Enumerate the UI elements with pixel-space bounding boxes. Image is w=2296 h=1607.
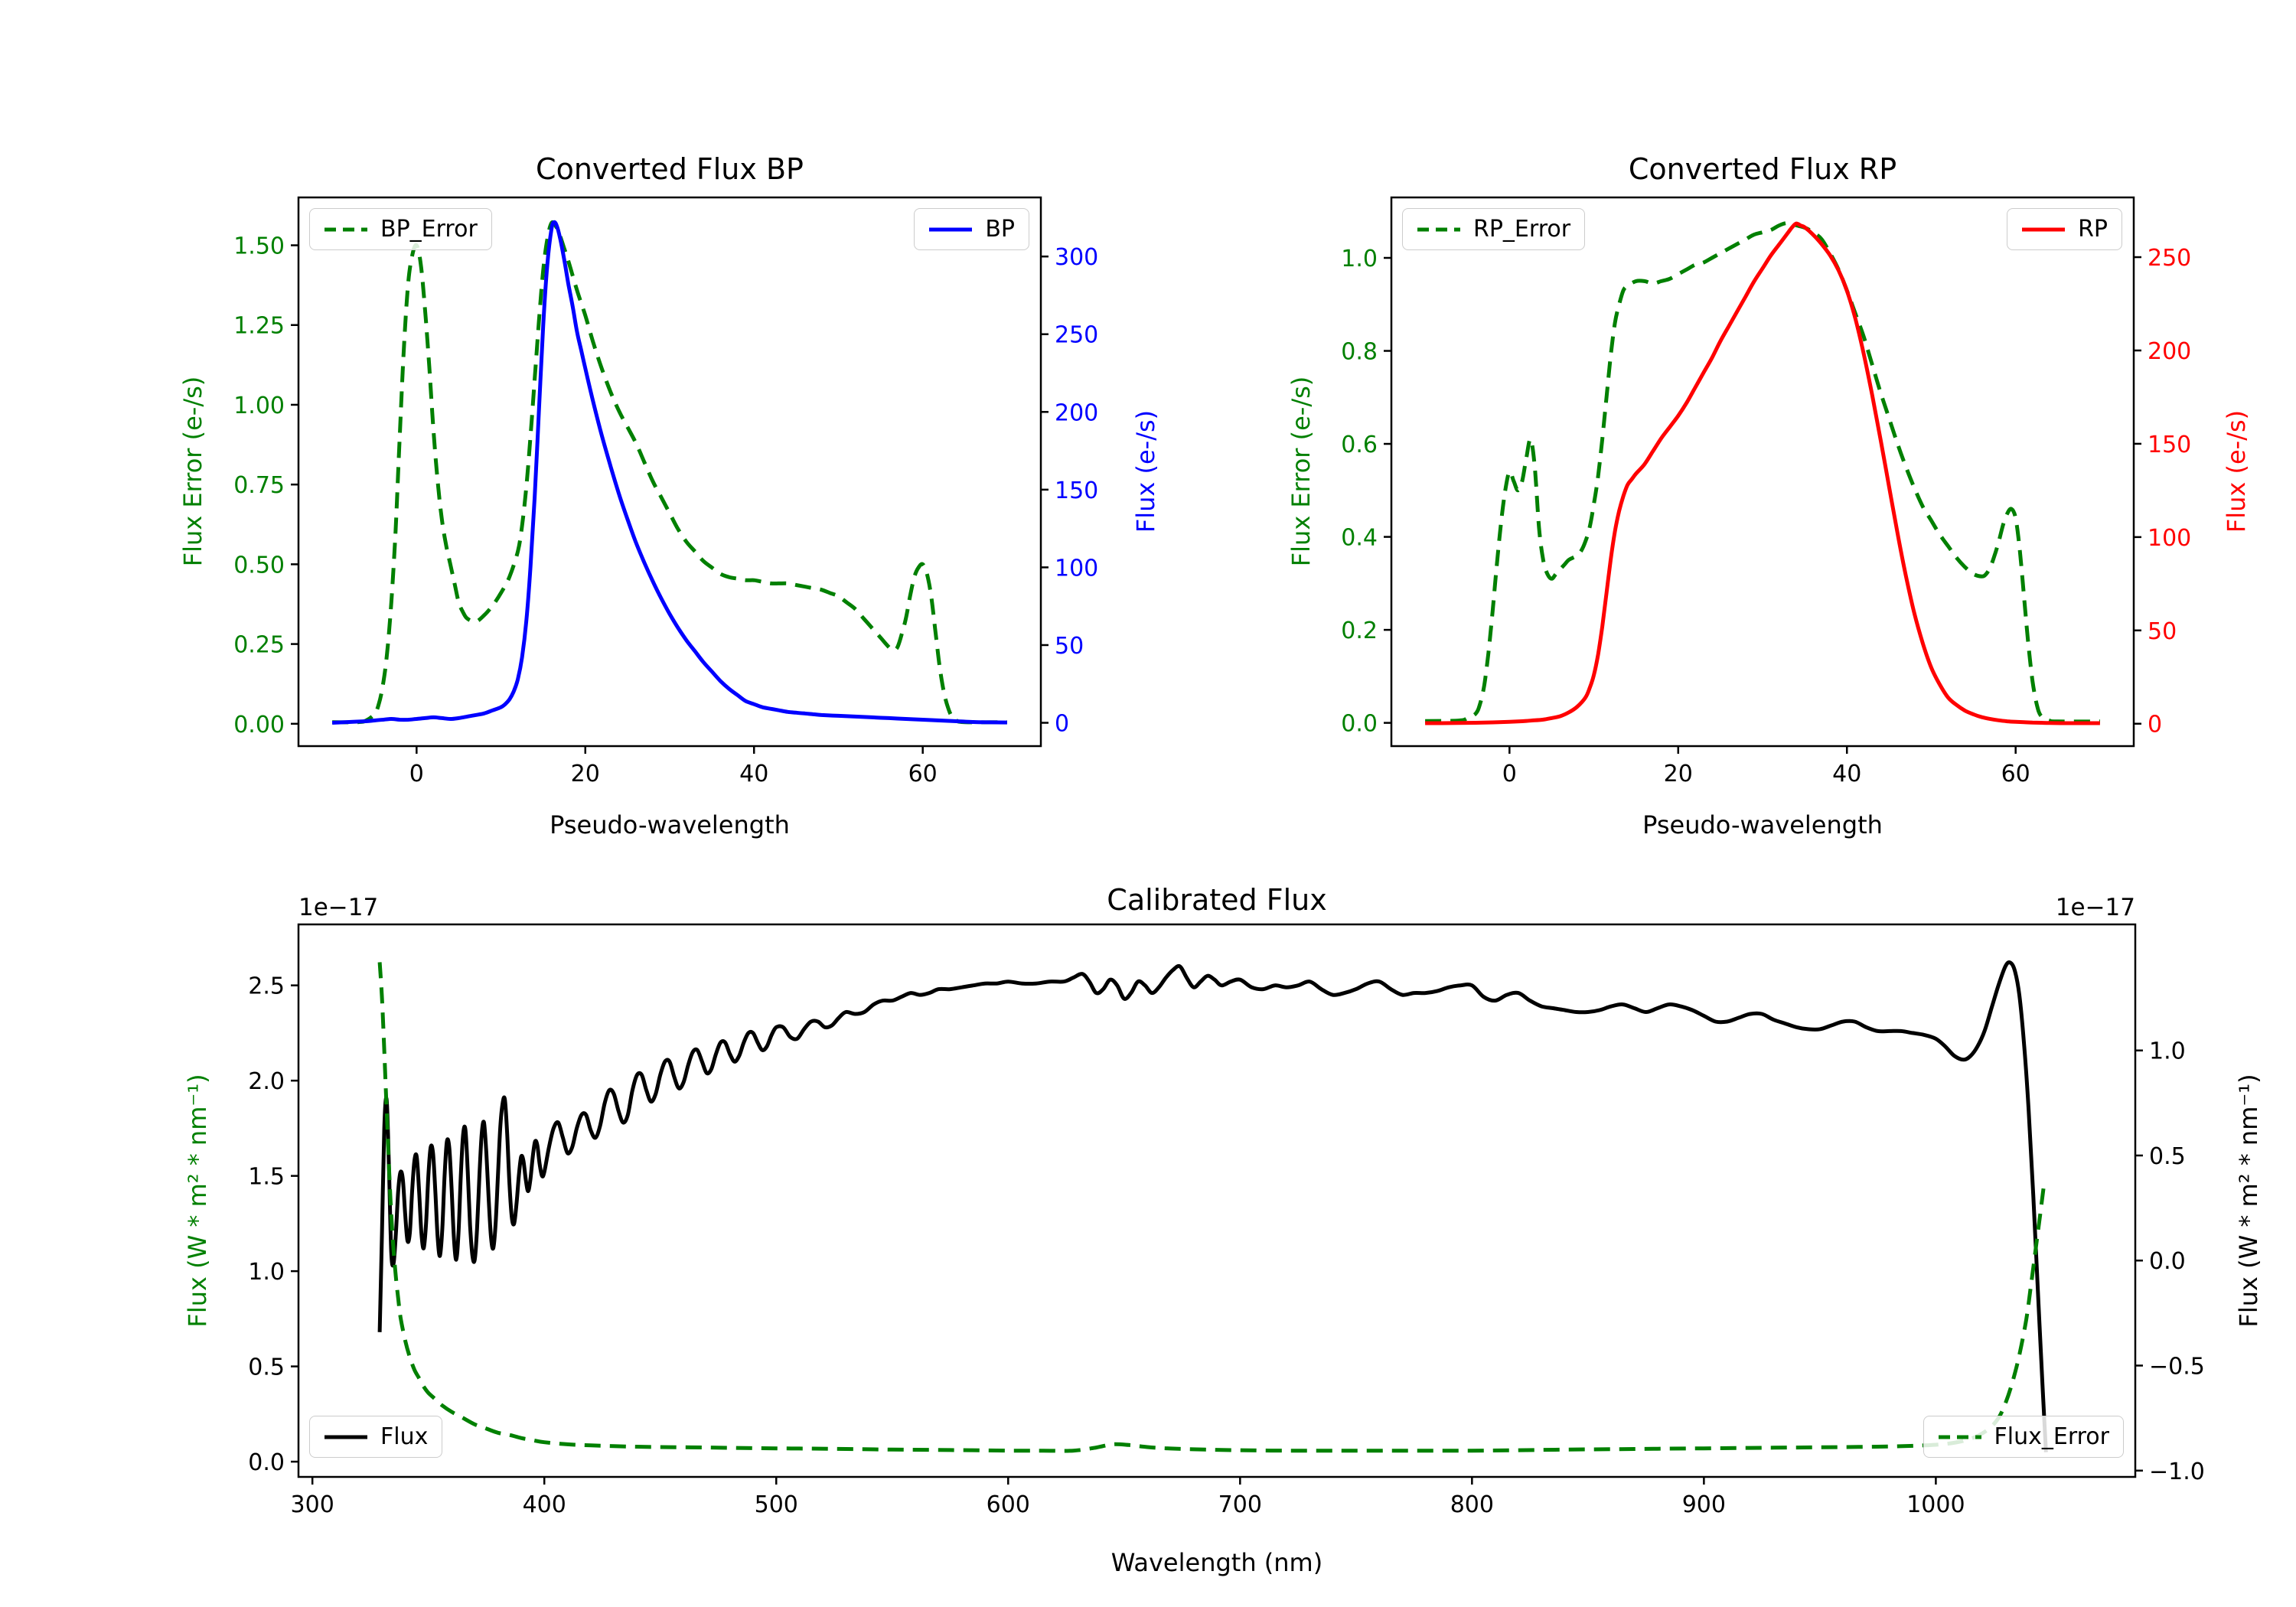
y-tick-label: 100 <box>2148 525 2191 552</box>
y-tick-label: 0.5 <box>2149 1143 2186 1170</box>
axes-frame-cal <box>297 923 2137 1478</box>
legend-label: RP <box>2078 216 2108 243</box>
legend-label: RP_Error <box>1473 216 1571 243</box>
y-tick-label: 0 <box>1055 711 1069 738</box>
x-axis-label-bp: Pseudo-wavelength <box>550 810 790 839</box>
y-tick-label: 1.0 <box>248 1259 285 1286</box>
y-tick-label: 150 <box>2148 432 2191 458</box>
legend-label: Flux <box>380 1423 429 1450</box>
y-axis-label-rp-right: Flux (e-/s) <box>2222 409 2251 533</box>
x-tick-label: 40 <box>739 761 768 787</box>
plot-title-bp: Converted Flux BP <box>536 152 804 186</box>
x-tick-label: 0 <box>1502 761 1517 787</box>
x-tick-label: 600 <box>987 1491 1030 1518</box>
x-tick-label: 400 <box>523 1491 566 1518</box>
y-tick-label: 50 <box>2148 618 2177 645</box>
axes-frame-bp <box>297 196 1042 748</box>
y-tick-label: 0.75 <box>233 472 285 499</box>
y-tick-label: 200 <box>1055 399 1098 426</box>
y-tick-label: 0.5 <box>248 1354 285 1381</box>
y-tick-label: 150 <box>1055 478 1098 504</box>
x-tick-label: 300 <box>291 1491 334 1518</box>
axes-frame-rp <box>1390 196 2135 748</box>
legend-flux: Flux <box>309 1416 443 1458</box>
legend-line-dashed-icon <box>1938 1435 1981 1439</box>
x-axis-label-rp: Pseudo-wavelength <box>1642 810 1883 839</box>
y-tick-label: 0.8 <box>1341 339 1378 366</box>
y-tick-label: 300 <box>1055 244 1098 271</box>
legend-label: BP_Error <box>380 216 478 243</box>
legend-bp-error: BP_Error <box>309 208 492 250</box>
x-tick-label: 700 <box>1218 1491 1262 1518</box>
x-tick-label: 800 <box>1450 1491 1494 1518</box>
y-tick-label: 0.0 <box>2149 1248 2186 1275</box>
y-tick-label: 50 <box>1055 633 1084 660</box>
y-tick-label: −0.5 <box>2149 1354 2205 1380</box>
y-tick-label: 1.5 <box>248 1164 285 1191</box>
x-tick-label: 20 <box>1664 761 1693 787</box>
y-tick-label: 0.00 <box>233 712 285 738</box>
x-tick-label: 40 <box>1832 761 1861 787</box>
series-line-BP <box>332 220 1007 725</box>
y-tick-label: 2.0 <box>248 1068 285 1095</box>
plot-area-bp <box>332 220 1007 725</box>
legend-rp: RP <box>2007 208 2122 250</box>
series-line-RP_Error <box>1425 220 2100 724</box>
y-tick-label: 0.50 <box>233 552 285 579</box>
legend-label: BP <box>985 216 1015 243</box>
plot-area-cal <box>377 960 2048 1453</box>
legend-bp: BP <box>914 208 1029 250</box>
legend-flux-error: Flux_Error <box>1923 1416 2124 1458</box>
y-tick-label: 0.25 <box>233 632 285 659</box>
y-tick-label: −1.0 <box>2149 1459 2205 1485</box>
y-tick-label: 1.25 <box>233 313 285 340</box>
y-tick-label: 0.0 <box>248 1449 285 1476</box>
x-tick-label: 60 <box>908 761 938 787</box>
y-tick-label: 250 <box>1055 322 1098 349</box>
y-tick-label: 1.0 <box>1341 246 1378 272</box>
y-tick-label: 0.0 <box>1341 711 1378 738</box>
plot-area-rp <box>1425 220 2100 725</box>
y-axis-label-bp-right: Flux (e-/s) <box>1131 409 1160 533</box>
y-tick-label: 1.50 <box>233 233 285 260</box>
series-line-RP <box>1425 221 2100 725</box>
x-tick-label: 1000 <box>1906 1491 1965 1518</box>
plot-title-cal: Calibrated Flux <box>1107 883 1327 917</box>
offset-text-right: 1e−17 <box>2055 894 2135 921</box>
legend-rp-error: RP_Error <box>1402 208 1586 250</box>
y-tick-label: 200 <box>2148 338 2191 365</box>
y-tick-label: 0.4 <box>1341 525 1378 552</box>
legend-line-solid-icon <box>325 1435 367 1439</box>
legend-line-dashed-icon <box>325 227 367 231</box>
y-tick-label: 0.6 <box>1341 432 1378 458</box>
legend-line-dashed-icon <box>1417 227 1460 231</box>
plot-title-rp: Converted Flux RP <box>1628 152 1897 186</box>
series-line-Flux <box>377 960 2048 1452</box>
x-tick-label: 0 <box>409 761 424 787</box>
y-axis-label-rp-left: Flux Error (e-/s) <box>1287 376 1316 567</box>
x-axis-label-cal: Wavelength (nm) <box>1110 1548 1323 1577</box>
legend-label: Flux_Error <box>1994 1423 2109 1450</box>
x-tick-label: 20 <box>571 761 600 787</box>
y-tick-label: 1.00 <box>233 393 285 419</box>
y-tick-label: 100 <box>1055 555 1098 582</box>
y-tick-label: 0.2 <box>1341 618 1378 644</box>
y-axis-label-cal-left: Flux (W * m² * nm⁻¹) <box>183 1074 212 1328</box>
y-axis-label-cal-right: Flux (W * m² * nm⁻¹) <box>2234 1074 2263 1328</box>
y-tick-label: 250 <box>2148 245 2191 272</box>
series-line-Flux_Error <box>377 962 2046 1453</box>
y-tick-label: 1.0 <box>2149 1038 2186 1065</box>
legend-line-solid-icon <box>2022 227 2066 231</box>
legend-line-solid-icon <box>929 227 973 231</box>
offset-text-left: 1e−17 <box>298 894 379 921</box>
x-tick-label: 500 <box>755 1491 798 1518</box>
x-tick-label: 900 <box>1682 1491 1726 1518</box>
x-tick-label: 60 <box>2001 761 2030 787</box>
y-tick-label: 2.5 <box>248 973 285 1000</box>
series-line-BP_Error <box>332 220 1007 725</box>
y-axis-label-bp-left: Flux Error (e-/s) <box>178 376 207 567</box>
y-tick-label: 0 <box>2148 712 2162 738</box>
